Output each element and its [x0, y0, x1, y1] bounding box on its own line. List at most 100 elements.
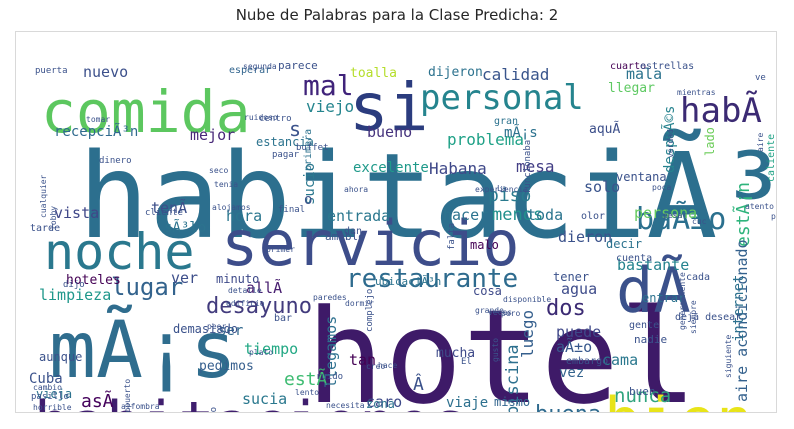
word-72: pedimos: [199, 359, 254, 374]
word-58: hora: [226, 207, 262, 225]
word-161: falta: [447, 223, 457, 250]
word-51: caro: [366, 393, 402, 411]
word-3: servicio: [221, 207, 520, 280]
word-171: La: [497, 184, 507, 193]
word-12: baÃ±o: [636, 201, 726, 237]
word-121: cliente: [145, 208, 183, 218]
word-116: pasillo: [31, 392, 69, 402]
word-56: llegamos: [322, 316, 340, 388]
word-8: bien: [604, 384, 753, 412]
word-167: siempre: [689, 300, 698, 334]
word-81: ventana: [616, 170, 667, 184]
word-168: generalmente: [678, 272, 687, 330]
word-6: comida: [41, 78, 251, 146]
word-104: amable: [325, 230, 365, 243]
word-46: tiempo: [244, 340, 298, 358]
word-95: decir: [606, 237, 642, 251]
word-9: dÃ: [616, 254, 691, 327]
word-117: dijo: [63, 280, 85, 290]
word-27: calidad: [482, 65, 549, 84]
word-166: pero: [501, 309, 520, 318]
word-74: mismo: [494, 395, 530, 409]
word-32: Habana: [429, 159, 487, 178]
word-22: asÃ: [81, 390, 114, 412]
word-4: habitaciones: [34, 389, 467, 412]
word-124: centro: [259, 114, 292, 124]
word-35: piso: [488, 185, 531, 206]
word-118: bar: [274, 313, 292, 324]
word-29: problema: [447, 130, 524, 149]
word-158: peor: [207, 322, 226, 331]
word-134: parte: [771, 212, 776, 221]
word-141: detalle: [228, 286, 262, 295]
word-13: restaurante: [346, 264, 518, 294]
word-89: cuarto: [610, 61, 646, 72]
word-25: aire acondicionado: [733, 239, 751, 402]
word-26: internet: [731, 275, 747, 342]
word-70: hoteles: [66, 273, 121, 288]
word-48: cama: [602, 351, 638, 369]
word-20: estÃ¡n: [732, 182, 754, 247]
word-68: mÃ¡s: [504, 124, 538, 141]
word-84: dijeron: [428, 65, 483, 80]
word-151: tomar: [86, 115, 110, 124]
word-41: persona: [634, 204, 697, 222]
word-59: solo: [584, 178, 620, 196]
word-131: verdad: [666, 129, 675, 158]
chart-title: Nube de Palabras para la Clase Predicha:…: [235, 6, 559, 24]
word-86: tener: [553, 270, 589, 284]
word-71: ser: [218, 323, 243, 339]
word-129: dormir: [345, 299, 374, 308]
word-162: necesita: [326, 401, 365, 410]
word-154: ahora: [344, 185, 368, 194]
word-96: ubicaciÃ³n: [375, 275, 441, 288]
word-153: mientras: [677, 88, 716, 97]
word-65: nuevo: [83, 63, 128, 81]
word-111: cada: [686, 272, 710, 283]
word-170: El: [461, 357, 472, 367]
word-88: lado: [703, 127, 717, 156]
word-100: gran: [494, 116, 518, 127]
word-136: tenia: [214, 180, 238, 189]
word-49: Cuba: [29, 371, 63, 387]
word-149: lento: [295, 388, 319, 397]
word-143: siguiente: [724, 334, 733, 378]
word-63: allÃ: [246, 278, 282, 297]
word-113: pagar: [272, 150, 300, 160]
word-33: mesa: [516, 157, 555, 176]
word-139: paredes: [313, 293, 347, 302]
word-156: funcionaba: [523, 140, 533, 194]
word-10: personal: [420, 78, 584, 118]
word-152: ruidoso: [244, 113, 278, 122]
word-130: poca: [652, 183, 671, 192]
word-147: aeropuerto: [123, 379, 132, 412]
word-142: disponible: [503, 295, 551, 304]
word-132: pesar: [663, 211, 687, 220]
word-102: dan: [344, 226, 362, 237]
word-61: tenÃ: [151, 198, 187, 217]
word-103: nadie: [634, 333, 667, 346]
word-98: vieja: [36, 387, 72, 401]
word-125: plato: [249, 348, 273, 357]
word-67: bueno: [367, 123, 412, 141]
word-146: alfombra: [121, 402, 160, 411]
word-28: viejo: [306, 97, 354, 116]
word-78: demasiado: [173, 322, 238, 336]
word-159: creo: [366, 362, 385, 371]
word-44: agua: [561, 280, 597, 298]
word-39: hacer: [443, 206, 488, 224]
word-101: caliente: [766, 134, 776, 182]
word-62: sÃ³lo: [164, 219, 206, 236]
word-176: cuc: [692, 217, 707, 226]
word-42: dieron: [558, 228, 612, 246]
word-21: estÃ: [284, 368, 328, 390]
word-87: entrar: [642, 291, 685, 305]
word-109: gente: [629, 320, 659, 331]
word-38: entrada: [327, 207, 390, 225]
word-177: aire: [756, 133, 765, 152]
word-64: ver: [171, 269, 198, 287]
word-52: viaje: [446, 395, 488, 411]
word-55: aÃ±o: [556, 337, 592, 356]
word-108: embargo: [566, 356, 608, 367]
word-15: desayuno: [206, 294, 312, 319]
